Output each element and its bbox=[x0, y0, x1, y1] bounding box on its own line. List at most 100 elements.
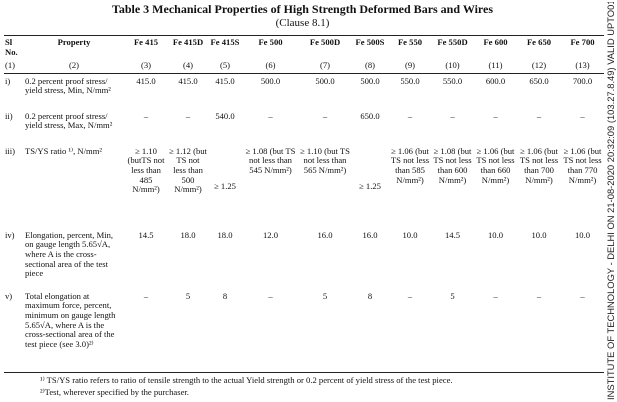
column-number: (12) bbox=[531, 60, 547, 71]
table-cell: – bbox=[580, 290, 585, 301]
footnote-2: ²⁾Test, wherever specified by the purcha… bbox=[40, 387, 189, 397]
table-cell: 500.0 bbox=[315, 75, 335, 86]
table-cell: 10.0 bbox=[487, 229, 504, 240]
table-cell: 10.0 bbox=[531, 229, 547, 240]
table-cell: 550.0 bbox=[442, 75, 463, 86]
table-cell: – bbox=[580, 110, 585, 121]
column-header: Property bbox=[57, 37, 91, 47]
column-number: (9) bbox=[404, 60, 416, 71]
table-title: Table 3 Mechanical Properties of High St… bbox=[111, 2, 494, 16]
column-number: (11) bbox=[488, 60, 503, 71]
table-cell: 415.0 bbox=[136, 75, 156, 86]
table-cell: ≥ 1.06 (but TS not less than 660 N/mm²) bbox=[476, 145, 515, 185]
column-header: Fe 500 bbox=[258, 37, 283, 47]
table-cell: 700.0 bbox=[572, 75, 593, 86]
table-cell: 500.0 bbox=[360, 75, 380, 86]
column-number: (8) bbox=[364, 60, 376, 71]
table-cell: – bbox=[268, 110, 273, 121]
table-cell: 8 bbox=[367, 290, 373, 301]
table-cell: – bbox=[322, 110, 328, 121]
table-cell: 16.0 bbox=[317, 229, 333, 240]
row-serial: iv) bbox=[5, 229, 15, 240]
row-serial: ii) bbox=[5, 110, 13, 121]
table-cell: 650.0 bbox=[529, 75, 549, 86]
footnote-1: ¹⁾ TS/YS ratio refers to ratio of tensil… bbox=[40, 375, 453, 385]
row-property: 0.2 percent proof stress/ yield stress, … bbox=[25, 75, 111, 96]
table-cell: ≥ 1.25 bbox=[359, 181, 381, 192]
table-row: ii) 0.2 percent proof stress/ yield stre… bbox=[4, 110, 604, 145]
table-cell: 5 bbox=[322, 290, 328, 301]
table-cell: 550.0 bbox=[400, 75, 420, 86]
column-number-row: (1) (2) (3) (4) (5) (6) (7) (8) (9) (10)… bbox=[4, 57, 604, 74]
row-serial: iii) bbox=[5, 145, 16, 156]
table-cell: – bbox=[536, 290, 542, 301]
table-cell: – bbox=[407, 290, 413, 301]
column-number: (13) bbox=[575, 60, 590, 71]
table-row: i) 0.2 percent proof stress/ yield stres… bbox=[4, 73, 604, 110]
table-cell: – bbox=[407, 110, 413, 121]
table-cell: ≥ 1.25 bbox=[214, 181, 236, 192]
table-cell: 12.0 bbox=[262, 229, 279, 240]
watermark-text: INSTITUTE OF TECHNOLOGY - DELHI ON 21-08… bbox=[605, 2, 616, 400]
table-cell: – bbox=[450, 110, 455, 121]
table-cell: – bbox=[493, 290, 498, 301]
download-watermark: INSTITUTE OF TECHNOLOGY - DELHI ON 21-08… bbox=[605, 2, 617, 400]
table-cell: ≥ 1.06 (but TS not less than 770 N/mm²) bbox=[563, 145, 602, 185]
row-property: 0.2 percent proof stress/ yield stress, … bbox=[25, 110, 113, 131]
column-number: (10) bbox=[445, 60, 460, 71]
column-header: Fe 650 bbox=[526, 37, 552, 47]
clause-reference: (Clause 8.1) bbox=[275, 17, 330, 29]
row-property: TS/YS ratio ¹⁾, N/mm² bbox=[25, 145, 102, 156]
column-number: (7) bbox=[319, 60, 331, 71]
column-header: Fe 600 bbox=[483, 37, 508, 47]
table-cell: ≥ 1.06 (but TS not less than 700 N/mm²) bbox=[519, 145, 559, 185]
column-header: Fe 415S bbox=[210, 37, 240, 47]
row-serial: v) bbox=[5, 290, 13, 301]
column-header: Fe 500D bbox=[309, 37, 341, 47]
table-cell: – bbox=[185, 110, 191, 121]
column-number: (2) bbox=[68, 60, 80, 71]
table-cell: 8 bbox=[222, 290, 228, 301]
table-cell: ≥ 1.10 (but TS not less than 565 N/mm²) bbox=[300, 145, 350, 175]
table-cell: 600.0 bbox=[485, 75, 506, 86]
table-cell: – bbox=[493, 110, 498, 121]
table-cell: 540.0 bbox=[215, 110, 235, 121]
table-cell: 10.0 bbox=[402, 229, 418, 240]
column-header: Sl No. bbox=[5, 37, 18, 57]
mechanical-properties-table: Sl No. Property Fe 415 Fe 415D Fe 415S F… bbox=[4, 36, 604, 384]
table-cell: 415.0 bbox=[178, 75, 198, 86]
table-cell: 16.0 bbox=[362, 229, 378, 240]
table-cell: ≥ 1.06 (but TS not less than 585 N/mm²) bbox=[390, 145, 430, 185]
row-serial: i) bbox=[5, 75, 11, 86]
table-cell: 415.0 bbox=[215, 75, 235, 86]
row-property: Elongation, percent, Min, on gauge lengt… bbox=[25, 229, 114, 279]
column-number: (5) bbox=[219, 60, 231, 71]
column-number: (1) bbox=[5, 60, 16, 71]
table-bottom-rule bbox=[4, 372, 604, 373]
table-cell: – bbox=[536, 110, 542, 121]
table-cell: ≥ 1.08 (but TS not less than 600 N/mm²) bbox=[433, 145, 472, 185]
column-number: (3) bbox=[140, 60, 152, 71]
table-row: v) Total elongation at maximum force, pe… bbox=[4, 289, 604, 384]
table-cell: – bbox=[143, 110, 149, 121]
column-header: Fe 550D bbox=[437, 37, 468, 47]
table-cell: 650.0 bbox=[360, 110, 380, 121]
table-cell: ≥ 1.12 (but TS not less than 500 N/mm²) bbox=[169, 145, 207, 195]
table-cell: 10.0 bbox=[574, 229, 591, 240]
column-number: (4) bbox=[182, 60, 194, 71]
table-cell: 14.5 bbox=[444, 229, 461, 240]
column-number: (6) bbox=[265, 60, 276, 71]
table-cell: ≥ 1.10 (butTS not less than 485 N/mm²) bbox=[127, 145, 165, 195]
table-cell: – bbox=[268, 290, 273, 301]
table-cell: – bbox=[143, 290, 149, 301]
table-top-rule bbox=[4, 35, 604, 36]
table-cell: 5 bbox=[450, 290, 455, 301]
column-header: Fe 415D bbox=[172, 37, 204, 47]
table-cell: 18.0 bbox=[180, 229, 196, 240]
header-row: Sl No. Property Fe 415 Fe 415D Fe 415S F… bbox=[4, 36, 604, 57]
table-cell: ≥ 1.08 (but TS not less than 545 N/mm²) bbox=[245, 145, 296, 175]
table-row: iv) Elongation, percent, Min, on gauge l… bbox=[4, 228, 604, 289]
column-header: Fe 550 bbox=[397, 37, 423, 47]
row-property: Total elongation at maximum force, perce… bbox=[25, 290, 116, 349]
table-cell: 18.0 bbox=[217, 229, 233, 240]
